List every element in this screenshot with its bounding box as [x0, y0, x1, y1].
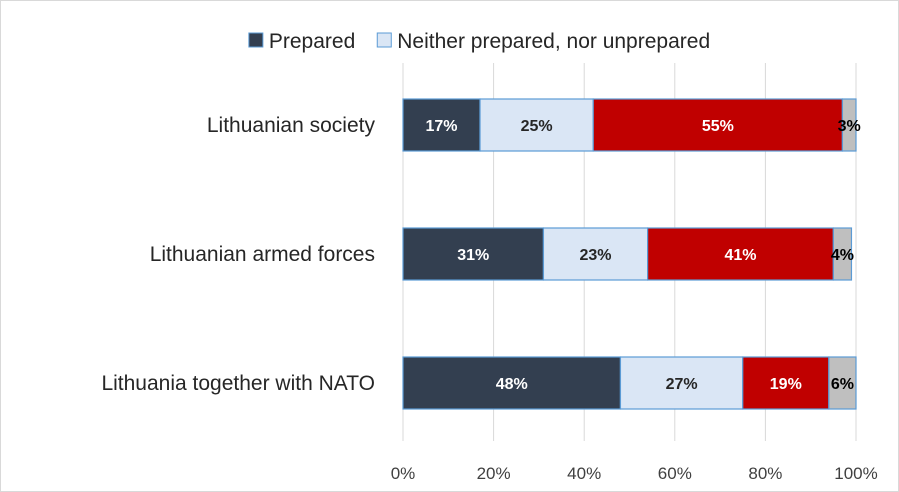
x-tick-label: 60% [658, 464, 692, 483]
x-tick-label: 20% [477, 464, 511, 483]
legend-swatch [249, 33, 263, 47]
data-label: 23% [580, 247, 612, 264]
data-label: 6% [831, 376, 854, 393]
category-labels: Lithuanian society Lithuanian armed force… [101, 114, 375, 395]
x-tick-label: 80% [748, 464, 782, 483]
data-label: 25% [521, 118, 553, 135]
category-label: Lithuania together with NATO [101, 372, 375, 395]
data-label: 19% [770, 376, 802, 393]
x-tick-label: 100% [834, 464, 877, 483]
data-label: 55% [702, 118, 734, 135]
data-label: 31% [457, 247, 489, 264]
legend: Prepared Neither prepared, nor unprepared [249, 30, 710, 53]
legend-swatch [377, 33, 391, 47]
legend-label: Prepared [269, 30, 355, 53]
data-label: 4% [831, 247, 854, 264]
x-tick-label: 0% [391, 464, 416, 483]
x-axis-tick-labels: 0% 20% 40% 60% 80% 100% [391, 464, 878, 483]
data-label: 48% [496, 376, 528, 393]
x-tick-label: 40% [567, 464, 601, 483]
data-label: 3% [838, 118, 861, 135]
category-label: Lithuanian armed forces [150, 243, 375, 266]
bars: 17% 25% 55% 3% 31% 23% 41% 4% 48% 27% 19% 6% [403, 99, 861, 409]
data-label: 27% [666, 376, 698, 393]
legend-label: Neither prepared, nor unprepared [397, 30, 710, 53]
data-label: 17% [425, 118, 457, 135]
category-label: Lithuanian society [207, 114, 376, 137]
data-label: 41% [724, 247, 756, 264]
